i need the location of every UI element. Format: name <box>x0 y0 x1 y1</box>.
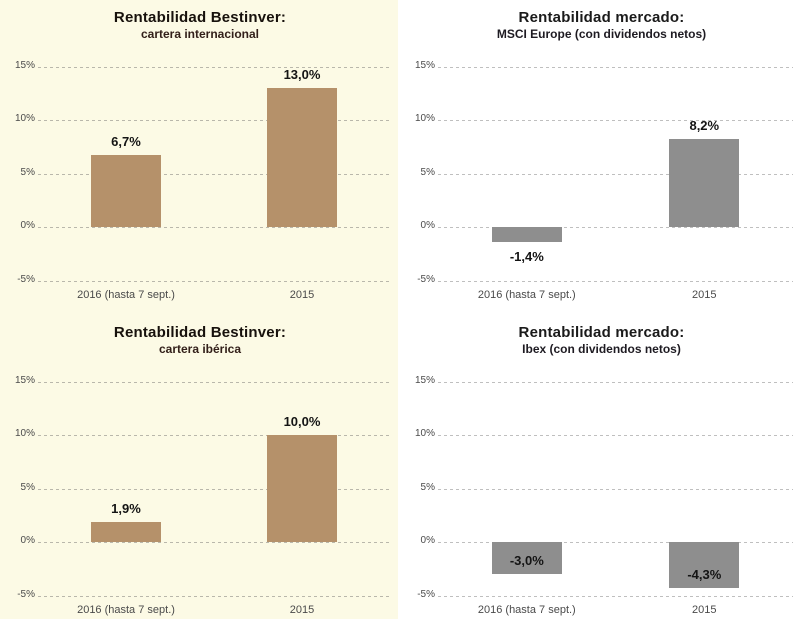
bar <box>669 139 740 227</box>
y-axis-tick-label: 10% <box>14 428 35 439</box>
x-category-label: 2015 <box>692 604 717 616</box>
chart-title: Rentabilidad mercado: <box>518 324 685 341</box>
x-category-label: 2015 <box>289 604 315 616</box>
y-axis-tick-label: 10% <box>14 113 35 124</box>
chart-title: Rentabilidad mercado: <box>518 9 685 26</box>
gridline <box>438 381 793 383</box>
plot-area: 15% 10% 5% 0% -5% -3,0% 2016 (hasta 7 sept.) -4… <box>400 315 803 633</box>
x-category-label: 2016 (hasta 7 sept.) <box>77 604 175 616</box>
gridline <box>438 488 793 490</box>
x-category-label: 2015 <box>289 289 315 301</box>
x-category-label: 2015 <box>692 289 717 301</box>
chart-subtitle: cartera ibérica <box>158 342 242 356</box>
y-axis-tick-label: 5% <box>20 481 35 493</box>
chart-subtitle: cartera internacional <box>140 27 260 41</box>
y-axis-tick-label: 0% <box>20 535 35 546</box>
chart-bestinver-iberica: Rentabilidad Bestinver: cartera ibérica … <box>0 315 400 633</box>
chart-title: Rentabilidad Bestinver: <box>113 9 287 26</box>
y-axis-tick-label: 0% <box>420 535 435 546</box>
y-axis-tick-label: 5% <box>420 481 435 493</box>
gridline <box>438 120 793 121</box>
gridline <box>438 227 793 228</box>
gridline <box>438 66 793 68</box>
bar-value-label: 8,2% <box>689 118 720 134</box>
gridline <box>38 280 390 282</box>
y-axis-tick-label: -5% <box>17 588 35 600</box>
bar-value-label: 10,0% <box>283 414 321 429</box>
x-category-label: 2016 (hasta 7 sept.) <box>477 289 576 301</box>
bar-value-label: -4,3% <box>687 567 722 582</box>
gridline <box>438 280 793 282</box>
y-axis-tick-label: 0% <box>420 220 435 231</box>
chart-bestinver-internacional: Rentabilidad Bestinver: cartera internac… <box>0 0 400 315</box>
bar <box>267 435 337 542</box>
gridline <box>38 227 390 228</box>
gridline <box>438 595 793 597</box>
bar <box>491 542 562 575</box>
y-axis-tick-label: 0% <box>20 220 35 231</box>
bar-value-label: -1,4% <box>509 249 544 264</box>
gridline <box>438 435 793 436</box>
chart-title: Rentabilidad Bestinver: <box>113 324 287 341</box>
y-axis-tick-label: 15% <box>414 374 435 386</box>
bar-value-label: 13,0% <box>283 66 321 82</box>
gridline <box>38 381 390 383</box>
plot-area: 15% 10% 5% 0% -5% -1,4% 2016 (hasta 7 sept.) 8,… <box>400 0 803 315</box>
y-axis-tick-label: 5% <box>420 166 435 178</box>
gridline <box>438 542 793 543</box>
bar <box>91 155 161 227</box>
y-axis-tick-label: 15% <box>14 59 35 71</box>
y-axis-tick-label: 15% <box>14 374 35 386</box>
gridline <box>38 542 390 543</box>
bar-value-label: 6,7% <box>111 134 141 150</box>
gridline <box>38 488 390 490</box>
y-axis-tick-label: -5% <box>417 588 435 600</box>
chart-msci-europe: Rentabilidad mercado: MSCI Europe (con d… <box>400 0 803 315</box>
gridline <box>38 173 390 175</box>
bar <box>91 521 161 542</box>
y-axis-tick-label: 15% <box>414 59 435 71</box>
x-category-label: 2016 (hasta 7 sept.) <box>477 604 576 616</box>
plot-area: 15% 10% 5% 0% -5% 1,9% 2016 (hasta 7 sept.) 10,… <box>0 315 400 633</box>
gridline <box>38 435 390 436</box>
y-axis-tick-label: 10% <box>414 428 435 439</box>
gridline <box>38 120 390 121</box>
x-category-label: 2016 (hasta 7 sept.) <box>77 289 175 301</box>
bar <box>669 542 740 588</box>
bar-value-label: 1,9% <box>111 500 141 516</box>
gridline <box>438 173 793 175</box>
chart-subtitle: Ibex (con dividendos netos) <box>522 342 681 356</box>
bar-value-label: -3,0% <box>509 553 544 569</box>
y-axis-tick-label: 10% <box>414 113 435 124</box>
bar <box>267 87 337 227</box>
y-axis-tick-label: 5% <box>20 166 35 178</box>
gridline <box>38 66 390 68</box>
chart-ibex: Rentabilidad mercado: Ibex (con dividend… <box>400 315 803 633</box>
y-axis-tick-label: -5% <box>17 273 35 285</box>
gridline <box>38 595 390 597</box>
bar <box>491 227 562 242</box>
y-axis-tick-label: -5% <box>417 273 435 285</box>
chart-subtitle: MSCI Europe (con dividendos netos) <box>496 27 707 41</box>
plot-area: 15% 10% 5% 0% -5% 6,7% 2016 (hasta 7 sept.) 13,… <box>0 0 400 315</box>
